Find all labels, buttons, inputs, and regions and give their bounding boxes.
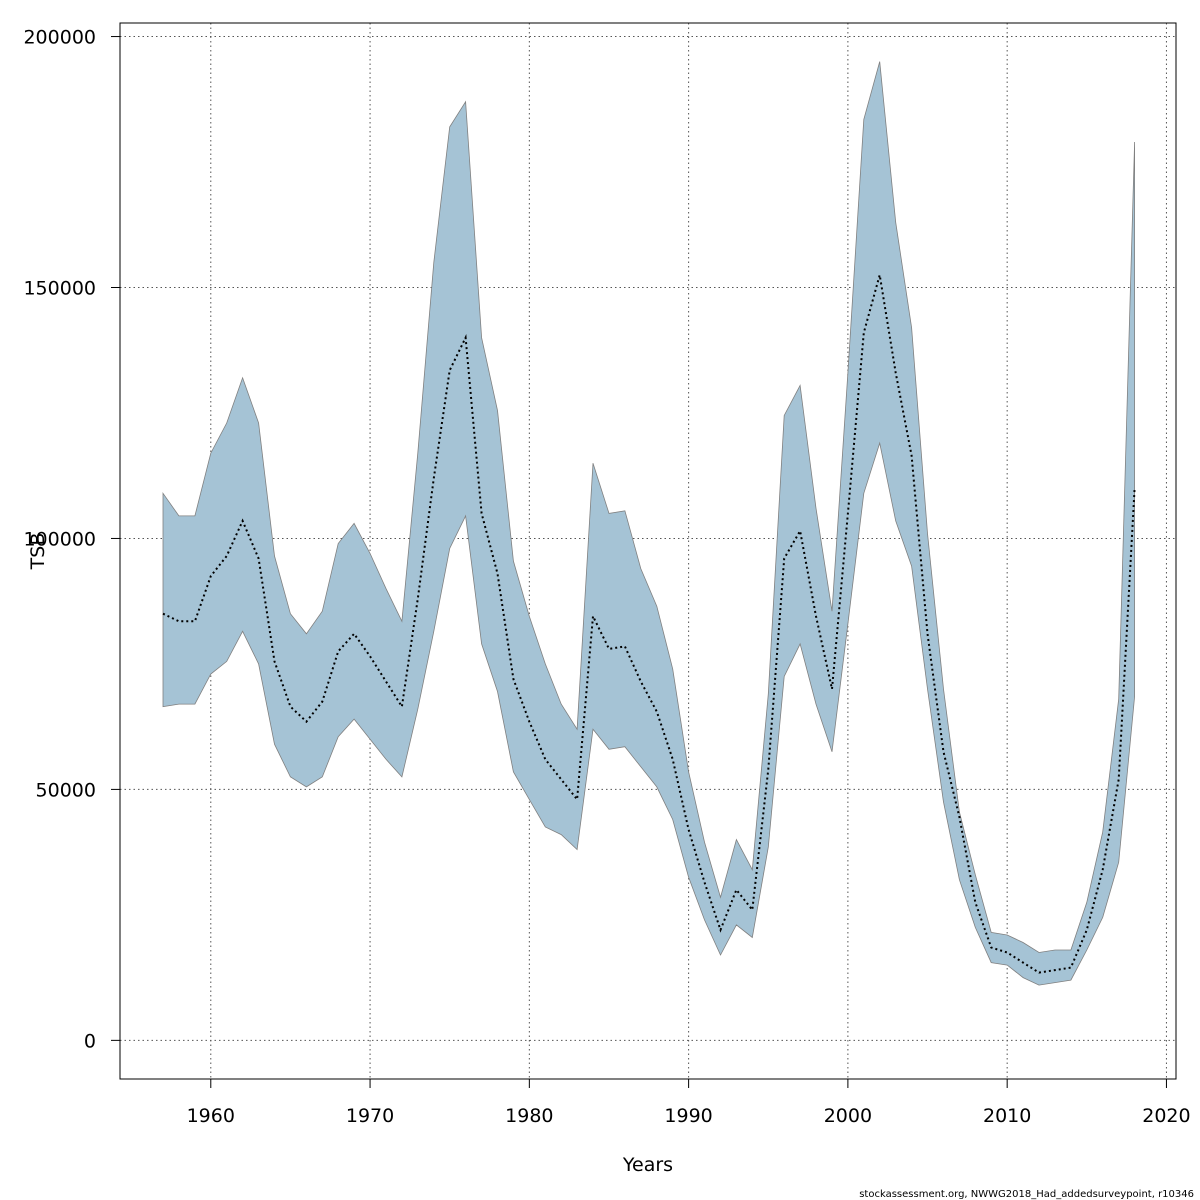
- y-tick-label: 150000: [23, 278, 96, 300]
- grid: [120, 23, 1176, 1079]
- plot-frame: [119, 22, 1177, 1080]
- x-tick-label: 1990: [664, 1105, 712, 1127]
- y-tick-label: 0: [84, 1030, 96, 1052]
- y-tick-label: 200000: [23, 27, 96, 49]
- y-axis-title: TSB: [27, 533, 49, 571]
- tsb-series-line: [162, 274, 1136, 974]
- x-tick-label: 2010: [983, 1105, 1031, 1127]
- footer-credit: stockassessment.org, NWWG2018_Had_addeds…: [859, 1189, 1194, 1200]
- x-tick-label: 1970: [346, 1105, 394, 1127]
- x-tick-label: 1960: [187, 1105, 235, 1127]
- confidence-band: [162, 61, 1135, 986]
- y-axis: 0 50000 100000 150000 200000: [23, 27, 120, 1052]
- x-tick-label: 1980: [505, 1105, 553, 1127]
- x-tick-label: 2020: [1142, 1105, 1190, 1127]
- x-axis: 1960 1970 1980 1990 2000 2010 2020: [187, 1079, 1191, 1127]
- y-tick-label: 100000: [23, 528, 96, 550]
- x-axis-title: Years: [622, 1154, 673, 1176]
- y-tick-label: 50000: [36, 779, 96, 801]
- x-tick-label: 2000: [824, 1105, 872, 1127]
